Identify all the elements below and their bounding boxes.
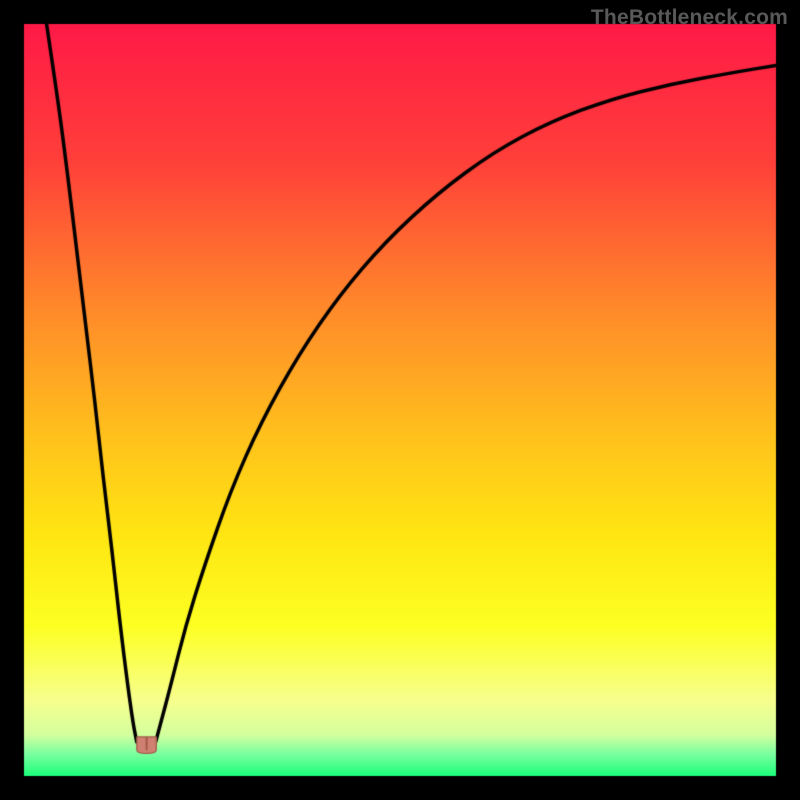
watermark-text: TheBottleneck.com [591, 6, 788, 30]
chart-stage: TheBottleneck.com [0, 0, 800, 800]
bottleneck-chart-canvas [0, 0, 800, 800]
